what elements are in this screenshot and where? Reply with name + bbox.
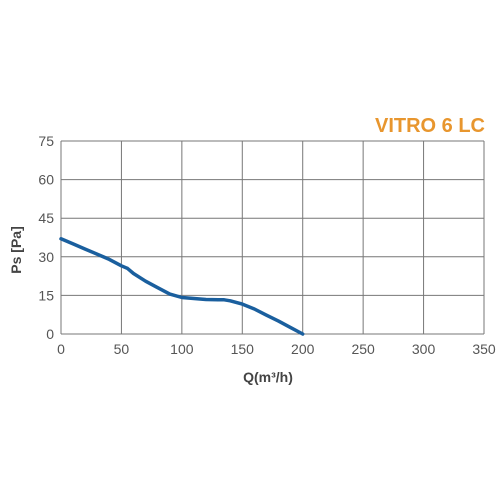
- x-tick-label: 200: [291, 341, 315, 357]
- grid-lines: [60, 140, 485, 335]
- x-tick-label: 250: [351, 341, 375, 357]
- y-axis-label: Ps [Pa]: [8, 226, 24, 273]
- x-tick-label: 350: [472, 341, 496, 357]
- y-tick-label: 15: [38, 287, 54, 303]
- x-tick-label: 50: [114, 341, 130, 357]
- series-line: [59, 237, 305, 336]
- x-tick-label: 0: [57, 341, 65, 357]
- y-tick-label: 60: [38, 172, 54, 188]
- series-lines: [59, 237, 305, 336]
- y-tick-labels: 0 15 30 45 60 75: [38, 133, 54, 342]
- x-axis-label: Q(m³/h): [243, 369, 293, 385]
- x-tick-label: 150: [231, 341, 255, 357]
- x-tick-labels: 0 50 100 150 200 250 300 350: [57, 341, 496, 357]
- chart-title: VITRO 6 LC: [375, 115, 485, 137]
- y-tick-label: 75: [38, 133, 54, 149]
- y-tick-label: 45: [38, 210, 54, 226]
- x-tick-label: 100: [170, 341, 194, 357]
- x-tick-label: 300: [412, 341, 436, 357]
- y-tick-label: 30: [38, 249, 54, 265]
- y-tick-label: 0: [46, 326, 54, 342]
